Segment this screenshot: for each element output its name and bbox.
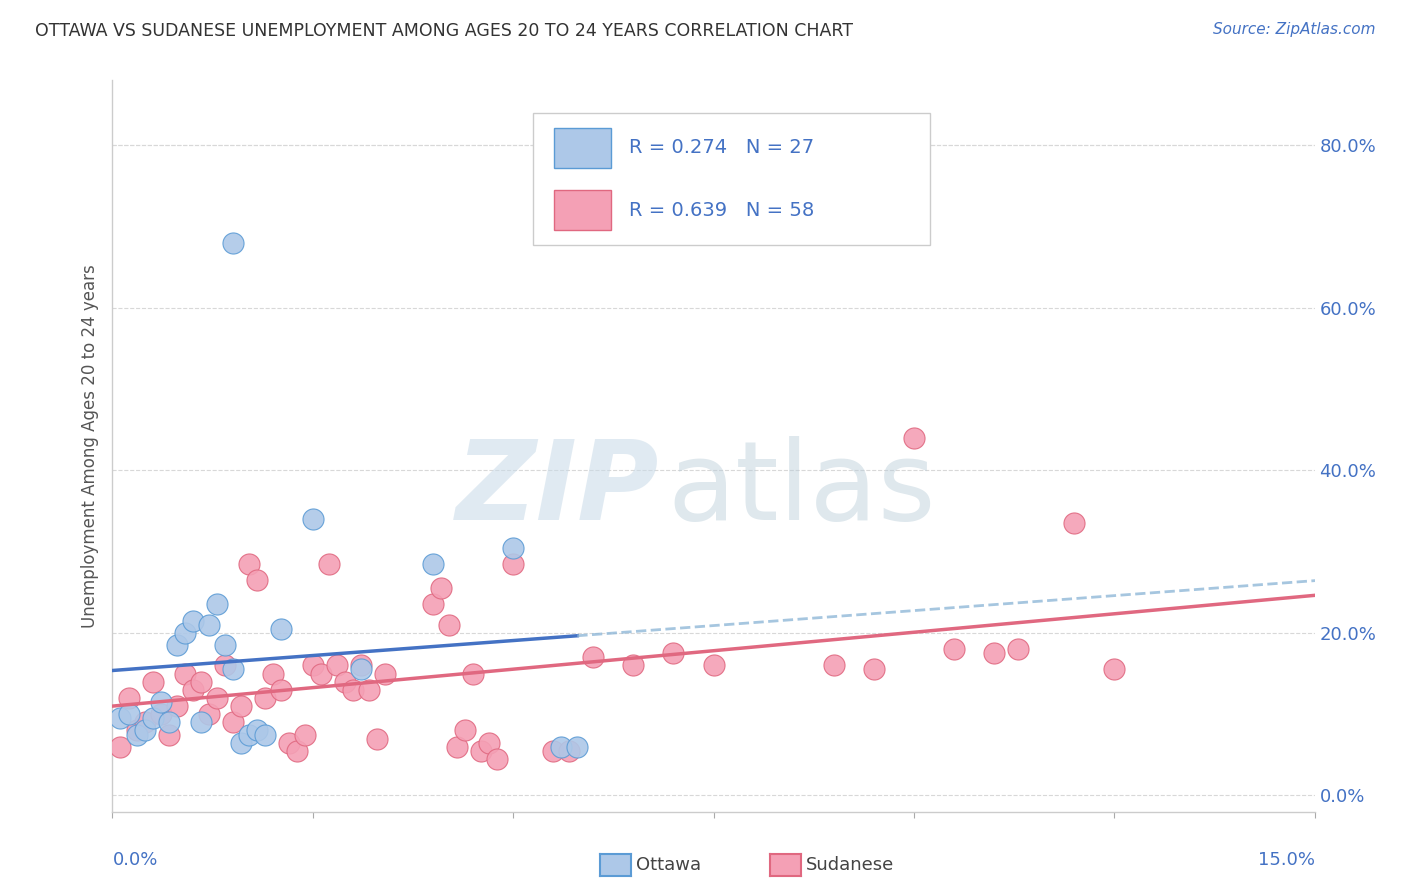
Point: [246, 723, 269, 738]
Point: [117, 707, 139, 722]
Point: [270, 622, 292, 636]
Point: [157, 727, 180, 741]
Point: [141, 711, 163, 725]
Point: [823, 658, 845, 673]
Point: [222, 663, 245, 677]
Point: [285, 744, 308, 758]
Point: [350, 658, 373, 673]
Point: [550, 739, 572, 754]
FancyBboxPatch shape: [533, 113, 929, 245]
Point: [422, 557, 444, 571]
Point: [110, 739, 132, 754]
Y-axis label: Unemployment Among Ages 20 to 24 years: Unemployment Among Ages 20 to 24 years: [80, 264, 98, 628]
Point: [357, 682, 380, 697]
Point: [222, 715, 245, 730]
Point: [326, 658, 349, 673]
Point: [190, 715, 212, 730]
Point: [502, 541, 524, 555]
Text: R = 0.274   N = 27: R = 0.274 N = 27: [630, 138, 814, 158]
Point: [342, 682, 364, 697]
Point: [486, 752, 509, 766]
Point: [567, 739, 589, 754]
Point: [350, 663, 373, 677]
Point: [205, 690, 228, 705]
Point: [190, 674, 212, 689]
Point: [166, 699, 188, 714]
Point: [238, 727, 260, 741]
Point: [205, 598, 228, 612]
Point: [302, 512, 325, 526]
Text: 0.0%: 0.0%: [112, 851, 157, 869]
Point: [437, 617, 460, 632]
Point: [903, 431, 925, 445]
Point: [253, 690, 276, 705]
Point: [149, 695, 172, 709]
Point: [446, 739, 468, 754]
Point: [157, 715, 180, 730]
Point: [318, 557, 340, 571]
FancyBboxPatch shape: [554, 190, 612, 230]
Point: [181, 614, 204, 628]
Point: [422, 598, 444, 612]
Point: [214, 638, 236, 652]
Point: [197, 707, 219, 722]
Point: [229, 736, 252, 750]
FancyBboxPatch shape: [554, 128, 612, 168]
Text: ZIP: ZIP: [456, 436, 659, 543]
Point: [582, 650, 605, 665]
Point: [942, 642, 965, 657]
Point: [478, 736, 501, 750]
Point: [374, 666, 396, 681]
Point: [173, 666, 195, 681]
Point: [214, 658, 236, 673]
Point: [197, 617, 219, 632]
Point: [430, 581, 453, 595]
Point: [333, 674, 356, 689]
Point: [262, 666, 284, 681]
Text: Ottawa: Ottawa: [636, 856, 700, 874]
Point: [366, 731, 388, 746]
Point: [461, 666, 484, 681]
Point: [222, 235, 245, 250]
Point: [134, 723, 156, 738]
Point: [294, 727, 316, 741]
Point: [149, 707, 172, 722]
Point: [117, 690, 139, 705]
Point: [125, 723, 148, 738]
Text: Source: ZipAtlas.com: Source: ZipAtlas.com: [1212, 22, 1375, 37]
Point: [558, 744, 581, 758]
Text: Sudanese: Sudanese: [806, 856, 894, 874]
Point: [277, 736, 299, 750]
Text: OTTAWA VS SUDANESE UNEMPLOYMENT AMONG AGES 20 TO 24 YEARS CORRELATION CHART: OTTAWA VS SUDANESE UNEMPLOYMENT AMONG AG…: [35, 22, 853, 40]
Point: [543, 744, 565, 758]
Point: [502, 557, 524, 571]
Point: [238, 557, 260, 571]
Point: [1102, 663, 1125, 677]
Point: [454, 723, 477, 738]
Point: [1007, 642, 1029, 657]
Point: [1063, 516, 1085, 531]
Point: [229, 699, 252, 714]
Text: R = 0.639   N = 58: R = 0.639 N = 58: [630, 201, 814, 219]
Point: [125, 727, 148, 741]
Point: [181, 682, 204, 697]
Point: [309, 666, 332, 681]
Point: [134, 715, 156, 730]
Text: 15.0%: 15.0%: [1257, 851, 1315, 869]
Point: [662, 646, 685, 660]
Text: atlas: atlas: [668, 436, 936, 543]
Point: [621, 658, 644, 673]
Point: [302, 658, 325, 673]
Point: [702, 658, 725, 673]
Point: [246, 573, 269, 587]
Point: [173, 626, 195, 640]
Point: [166, 638, 188, 652]
Point: [141, 674, 163, 689]
Point: [863, 663, 886, 677]
Point: [270, 682, 292, 697]
Point: [253, 727, 276, 741]
Point: [110, 711, 132, 725]
Point: [470, 744, 492, 758]
Point: [983, 646, 1005, 660]
